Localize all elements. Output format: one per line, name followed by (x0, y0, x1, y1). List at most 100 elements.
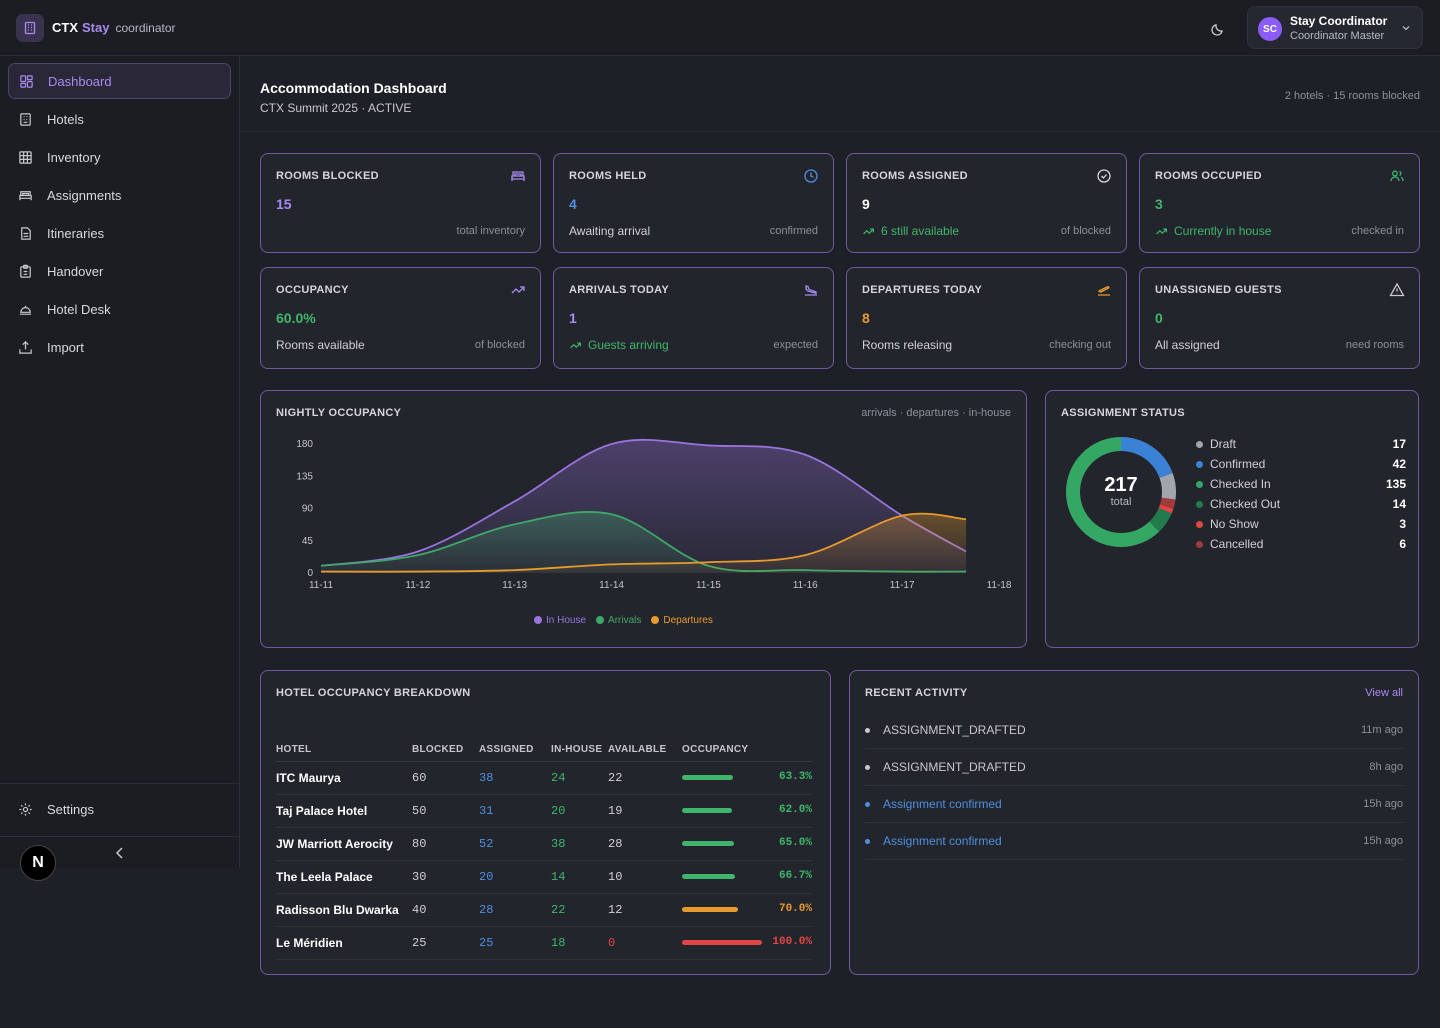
table-row[interactable]: JW Marriott Aerocity 80 52 38 28 65.0% (276, 827, 812, 861)
status-row-no-show[interactable]: No Show 3 (1196, 514, 1406, 534)
activity-item[interactable]: Assignment confirmed 15h ago (865, 823, 1403, 860)
x-tick-label: 11-15 (696, 580, 721, 591)
occupancy-bar (682, 906, 738, 912)
avatar: SC (1258, 17, 1282, 41)
donut-slice-draft[interactable] (1066, 437, 1176, 547)
kpi-card-occupancy[interactable]: OCCUPANCY 60.0% Rooms available of block… (260, 267, 541, 369)
activity-item[interactable]: ASSIGNMENT_DRAFTED 8h ago (865, 749, 1403, 786)
hotel-assigned: 31 (479, 794, 551, 828)
col-blocked[interactable]: BLOCKED (412, 721, 479, 762)
kpi-card-unassigned-guests[interactable]: UNASSIGNED GUESTS 0 All assigned need ro… (1139, 267, 1420, 369)
kpi-value: 4 (569, 196, 577, 212)
y-tick-label: 135 (296, 471, 313, 482)
building-logo-icon[interactable] (16, 14, 44, 42)
kpi-card-rooms-assigned[interactable]: ROOMS ASSIGNED 9 6 still available of bl… (846, 153, 1127, 253)
kpi-desc-text: Awaiting arrival (569, 224, 651, 238)
status-label: Cancelled (1210, 537, 1264, 551)
sidebar-item-label: Hotel Desk (47, 301, 111, 317)
activity-item[interactable]: Assignment confirmed 15h ago (865, 786, 1403, 823)
status-row-checked-out[interactable]: Checked Out 14 (1196, 494, 1406, 514)
activity-item[interactable]: ASSIGNMENT_DRAFTED 11m ago (865, 712, 1403, 749)
col-occupancy[interactable]: OCCUPANCY (682, 721, 812, 762)
table-row[interactable]: Radisson Blu Dwarka 40 28 22 12 70.0% (276, 893, 812, 927)
brand-stay: Stay (82, 20, 110, 35)
legend-label: In House (546, 615, 587, 626)
kpi-value: 0 (1155, 310, 1163, 326)
table-row[interactable]: Le Méridien 25 25 18 0 100.0% (276, 926, 812, 960)
hotel-name[interactable]: The Leela Palace (276, 860, 412, 894)
hotel-name[interactable]: Radisson Blu Dwarka (276, 893, 412, 927)
brand[interactable]: CTX Stay coordinator (52, 20, 176, 35)
status-row-cancelled[interactable]: Cancelled 6 (1196, 534, 1406, 554)
legend-item-arrivals[interactable]: Arrivals (596, 615, 641, 626)
hotel-occupancy: 63.3% (682, 761, 812, 795)
kpi-label: ARRIVALS TODAY (569, 284, 669, 296)
sidebar-item-hotels[interactable]: Hotels (8, 101, 231, 137)
kpi-card-arrivals-today[interactable]: ARRIVALS TODAY 1 Guests arriving expecte… (553, 267, 834, 369)
kpi-card-rooms-blocked[interactable]: ROOMS BLOCKED 15 total inventory (260, 153, 541, 253)
page-meta: 2 hotels · 15 rooms blocked (1284, 90, 1420, 102)
status-row-checked-in[interactable]: Checked In 135 (1196, 474, 1406, 494)
hotel-name[interactable]: JW Marriott Aerocity (276, 827, 412, 861)
status-row-confirmed[interactable]: Confirmed 42 (1196, 454, 1406, 474)
kpi-description: Rooms available (276, 338, 365, 352)
sidebar-item-import[interactable]: Import (8, 329, 231, 365)
kpi-card-rooms-occupied[interactable]: ROOMS OCCUPIED 3 Currently in house chec… (1139, 153, 1420, 253)
legend-item-in-house[interactable]: In House (534, 615, 586, 626)
col-inhouse[interactable]: IN-HOUSE (551, 721, 608, 762)
sidebar-item-itineraries[interactable]: Itineraries (8, 215, 231, 251)
sidebar-item-assignments[interactable]: Assignments (8, 177, 231, 213)
legend-dot (596, 616, 605, 624)
sidebar: Dashboard Hotels Inventory Assignments I… (0, 56, 240, 868)
sidebar-item-inventory[interactable]: Inventory (8, 139, 231, 175)
user-menu-button[interactable]: SC Stay Coordinator Coordinator Master (1247, 6, 1423, 49)
user-role: Coordinator Master (1290, 30, 1385, 42)
users-icon (1390, 170, 1404, 182)
col-hotel[interactable]: HOTEL (276, 721, 412, 762)
sidebar-item-label: Inventory (47, 149, 101, 165)
legend-item-departures[interactable]: Departures (651, 615, 713, 626)
hotel-blocked: 25 (412, 926, 479, 960)
col-available[interactable]: AVAILABLE (608, 721, 682, 762)
x-tick-label: 11-11 (309, 580, 334, 591)
kpi-card-departures-today[interactable]: DEPARTURES TODAY 8 Rooms releasing check… (846, 267, 1127, 369)
sidebar-item-settings[interactable]: Settings (8, 791, 231, 827)
top-bar: CTX Stay coordinator SC Stay Coordinator… (0, 0, 1440, 56)
hotel-occupancy: 62.0% (682, 794, 812, 828)
kpi-label: DEPARTURES TODAY (862, 284, 983, 296)
hotel-name[interactable]: ITC Maurya (276, 761, 412, 795)
series-line-in-house[interactable] (320, 438, 967, 567)
status-dot (1196, 540, 1203, 548)
hotel-name[interactable]: Le Méridien (276, 926, 412, 960)
kpi-description: Rooms releasing (862, 338, 952, 352)
table-row[interactable]: Taj Palace Hotel 50 31 20 19 62.0% (276, 794, 812, 828)
sidebar-item-hotel-desk[interactable]: Hotel Desk (8, 291, 231, 327)
theme-toggle-moon-icon[interactable] (1206, 18, 1228, 40)
sidebar-item-dashboard[interactable]: Dashboard (8, 63, 231, 99)
donut-total: 217 (1104, 474, 1138, 496)
plane-takeoff-icon (1098, 286, 1110, 296)
user-name: Stay Coordinator (1290, 14, 1388, 28)
kpi-desc-text: 6 still available (881, 224, 960, 238)
occupancy-bar (682, 840, 734, 846)
legend-dot (651, 616, 660, 624)
table-row[interactable]: ITC Maurya 60 38 24 22 63.3% (276, 761, 812, 795)
view-all-link[interactable]: View all (1365, 687, 1403, 699)
chart-title: NIGHTLY OCCUPANCY (276, 407, 402, 419)
series-line-departures[interactable] (320, 512, 967, 573)
table-row[interactable]: The Leela Palace 30 20 14 10 66.7% (276, 860, 812, 894)
col-assigned[interactable]: ASSIGNED (479, 721, 551, 762)
hotel-name[interactable]: Taj Palace Hotel (276, 794, 412, 828)
sidebar-divider (0, 783, 239, 784)
legend-dot (534, 616, 542, 624)
status-row-draft[interactable]: Draft 17 (1196, 434, 1406, 454)
hotel-assigned: 20 (479, 860, 551, 894)
occupancy-percent: 100.0% (772, 935, 812, 948)
kpi-card-rooms-held[interactable]: ROOMS HELD 4 Awaiting arrival confirmed (553, 153, 834, 253)
hotel-blocked: 30 (412, 860, 479, 894)
dev-badge[interactable]: N (20, 845, 56, 881)
donut-slice-checked-in[interactable] (1066, 437, 1176, 547)
sidebar-item-handover[interactable]: Handover (8, 253, 231, 289)
collapse-sidebar-chevron-left-icon[interactable] (112, 845, 128, 861)
kpi-description: Currently in house (1155, 224, 1271, 238)
